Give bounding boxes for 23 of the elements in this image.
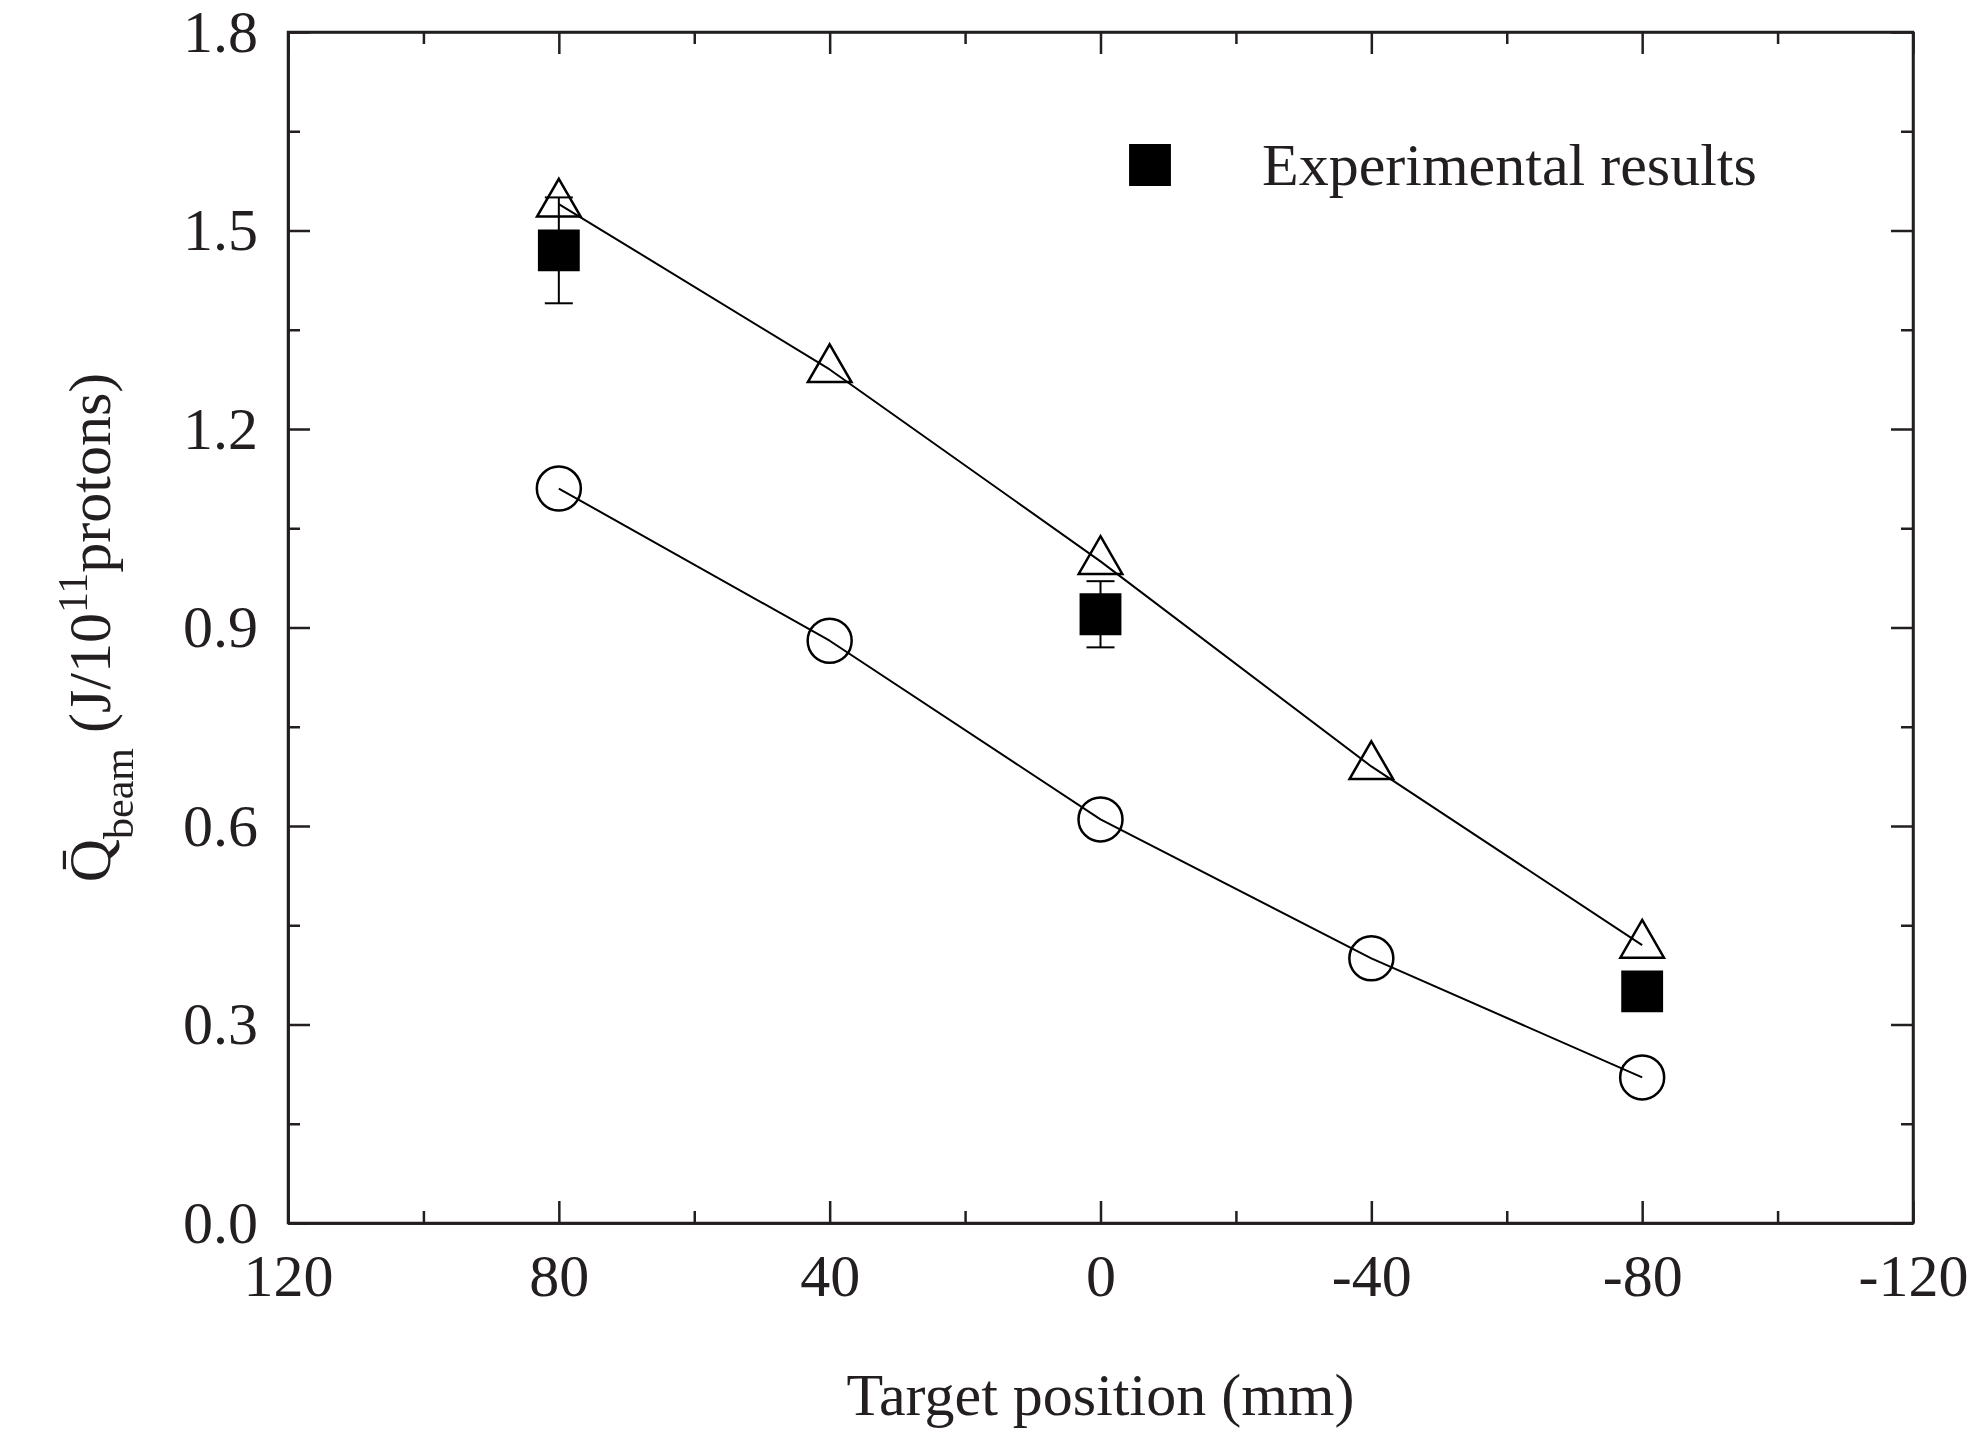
- x-tick-label: -40: [1331, 1242, 1412, 1309]
- point: [806, 617, 853, 664]
- y-tick-label: 0.0: [183, 1189, 258, 1256]
- point: [1077, 796, 1124, 843]
- point: [1621, 970, 1664, 1013]
- y-tick-label: 1.2: [183, 395, 258, 462]
- y-tick-label: 0.3: [183, 991, 258, 1058]
- point: [535, 465, 583, 512]
- point: [1618, 1054, 1666, 1101]
- x-tick-label: 40: [800, 1242, 861, 1309]
- y-tick-label: 0.6: [183, 792, 258, 859]
- point: [1079, 593, 1122, 636]
- point: [1348, 935, 1395, 982]
- x-tick-label: -80: [1602, 1242, 1683, 1309]
- x-tick-label: 80: [529, 1242, 590, 1309]
- legend-label: Experimental results: [1262, 132, 1757, 198]
- x-tick-label: 0: [1086, 1242, 1116, 1309]
- y-tick-label: 1.8: [183, 0, 258, 65]
- y-tick-label: 1.5: [183, 197, 258, 264]
- x-tick-label: -120: [1858, 1242, 1969, 1309]
- y-tick-label: 0.9: [183, 594, 258, 661]
- point: [537, 229, 580, 272]
- x-axis-title: Target position (mm): [846, 1362, 1355, 1428]
